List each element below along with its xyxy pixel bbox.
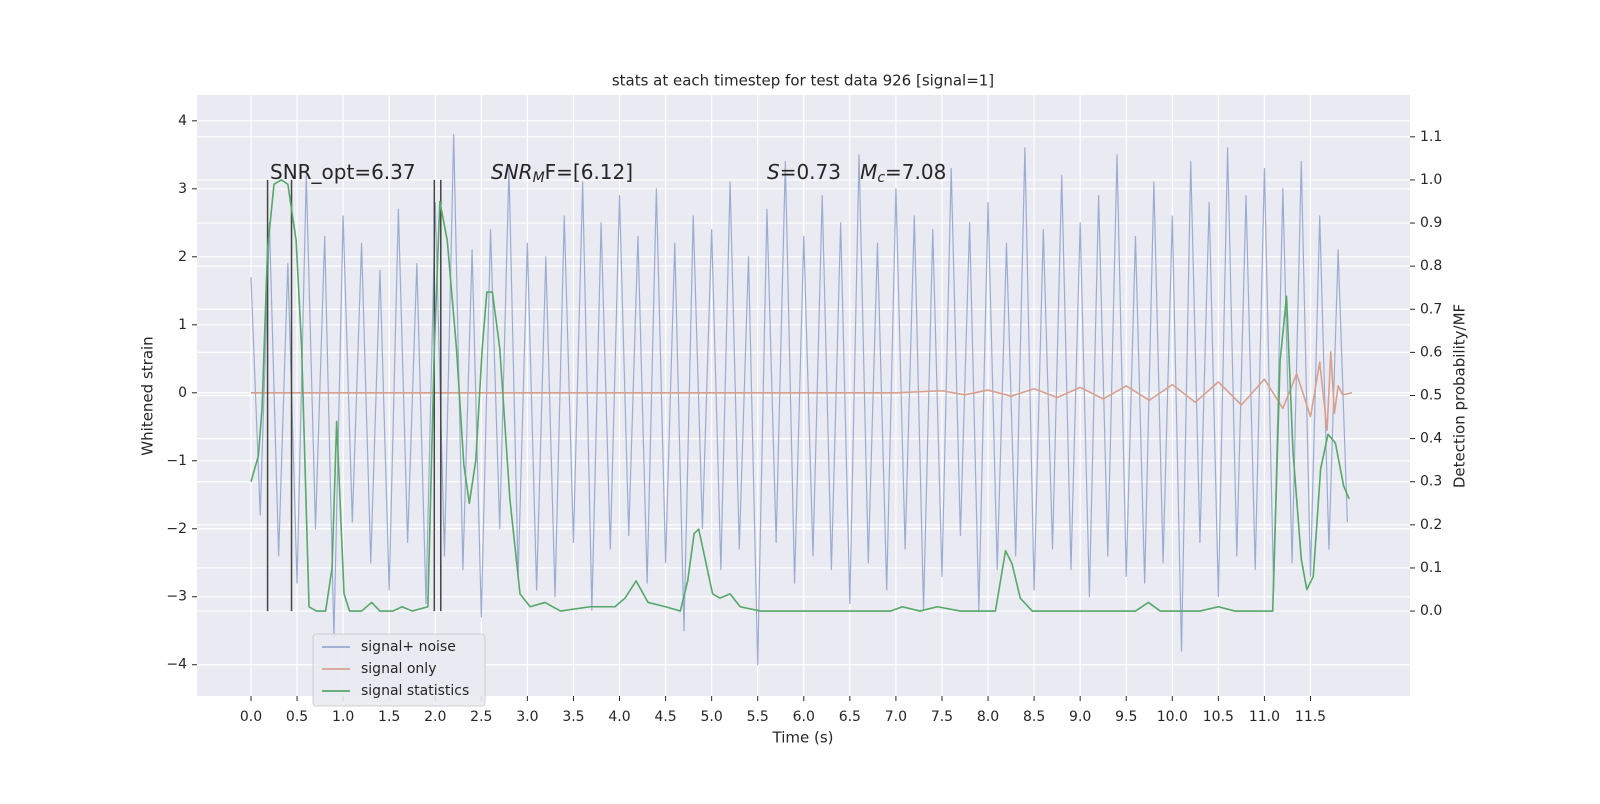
- y-tick-label: 2: [178, 249, 187, 265]
- annotation-part: S: [767, 160, 780, 184]
- y2-tick-label: 0.3: [1420, 474, 1442, 490]
- y2-tick-label: 0.1: [1420, 560, 1442, 576]
- x-tick-label: 1.0: [332, 709, 354, 725]
- legend-label: signal statistics: [361, 683, 469, 699]
- chart-title: stats at each timestep for test data 926…: [612, 72, 994, 90]
- legend-label: signal only: [361, 661, 436, 677]
- x-tick-label: 6.5: [839, 709, 861, 725]
- x-tick-label: 9.0: [1069, 709, 1091, 725]
- annotation-part: M: [860, 160, 877, 184]
- x-tick-label: 10.0: [1157, 709, 1188, 725]
- annotation: SNR_opt=6.37: [270, 160, 416, 184]
- x-tick-label: 2.0: [424, 709, 446, 725]
- x-tick-label: 8.0: [977, 709, 999, 725]
- annotation-part: SNR_opt=6.37: [270, 160, 416, 184]
- x-tick-label: 0.5: [286, 709, 308, 725]
- x-tick-label: 5.5: [747, 709, 769, 725]
- y2-tick-label: 0.4: [1420, 431, 1442, 447]
- x-tick-label: 1.5: [378, 709, 400, 725]
- y-tick-label: −2: [166, 521, 187, 537]
- x-tick-label: 5.0: [701, 709, 723, 725]
- x-tick-label: 3.5: [562, 709, 584, 725]
- x-tick-label: 11.0: [1249, 709, 1280, 725]
- x-axis-label: Time (s): [772, 729, 834, 747]
- x-tick-label: 11.5: [1295, 709, 1326, 725]
- x-tick-label: 7.0: [885, 709, 907, 725]
- annotation-part: c: [877, 170, 885, 186]
- y2-tick-label: 0.5: [1420, 388, 1442, 404]
- x-tick-label: 4.0: [608, 709, 630, 725]
- annotation-part: =7.08: [885, 160, 946, 184]
- annotation-part: M: [533, 170, 545, 186]
- y-tick-label: −3: [166, 589, 187, 605]
- legend-box: [312, 633, 486, 707]
- x-tick-label: 7.5: [931, 709, 953, 725]
- x-tick-label: 9.5: [1115, 709, 1137, 725]
- x-tick-label: 0.0: [240, 709, 262, 725]
- y2-tick-label: 0.2: [1420, 517, 1442, 533]
- series-line: [250, 351, 1353, 431]
- legend: signal+ noise signal only signal statistic…: [312, 633, 486, 707]
- y-tick-label: −4: [166, 657, 187, 673]
- y-tick-label: 0: [178, 385, 187, 401]
- annotation-part: F=[6.12]: [545, 160, 633, 184]
- y2-tick-label: 1.0: [1420, 172, 1442, 188]
- legend-label: signal+ noise: [361, 639, 456, 655]
- x-tick-label: 6.0: [793, 709, 815, 725]
- y-tick-label: −1: [166, 453, 187, 469]
- y-tick-label: 1: [178, 317, 187, 333]
- y2-tick-label: 0.9: [1420, 215, 1442, 231]
- x-tick-label: 3.0: [516, 709, 538, 725]
- x-tick-label: 2.5: [470, 709, 492, 725]
- y2-tick-label: 0.8: [1420, 258, 1442, 274]
- y-tick-label: 3: [178, 181, 187, 197]
- y2-axis-label: Detection probability/MF: [1451, 304, 1469, 488]
- x-tick-label: 8.5: [1023, 709, 1045, 725]
- annotation-part: SNR: [491, 160, 533, 184]
- y-axis-label: Whitened strain: [139, 336, 157, 455]
- y2-tick-label: 0.6: [1420, 344, 1442, 360]
- y2-tick-label: 0.0: [1420, 603, 1442, 619]
- series-line: [250, 179, 1350, 612]
- annotation: S=0.73 Mc=7.08: [767, 160, 946, 187]
- x-tick-label: 10.5: [1203, 709, 1234, 725]
- annotation-part: =0.73: [780, 160, 860, 184]
- annotation: SNRMF=[6.12]: [491, 160, 633, 187]
- y2-tick-label: 1.1: [1420, 129, 1442, 145]
- x-tick-label: 4.5: [654, 709, 676, 725]
- y2-tick-label: 0.7: [1420, 301, 1442, 317]
- y-tick-label: 4: [178, 113, 187, 129]
